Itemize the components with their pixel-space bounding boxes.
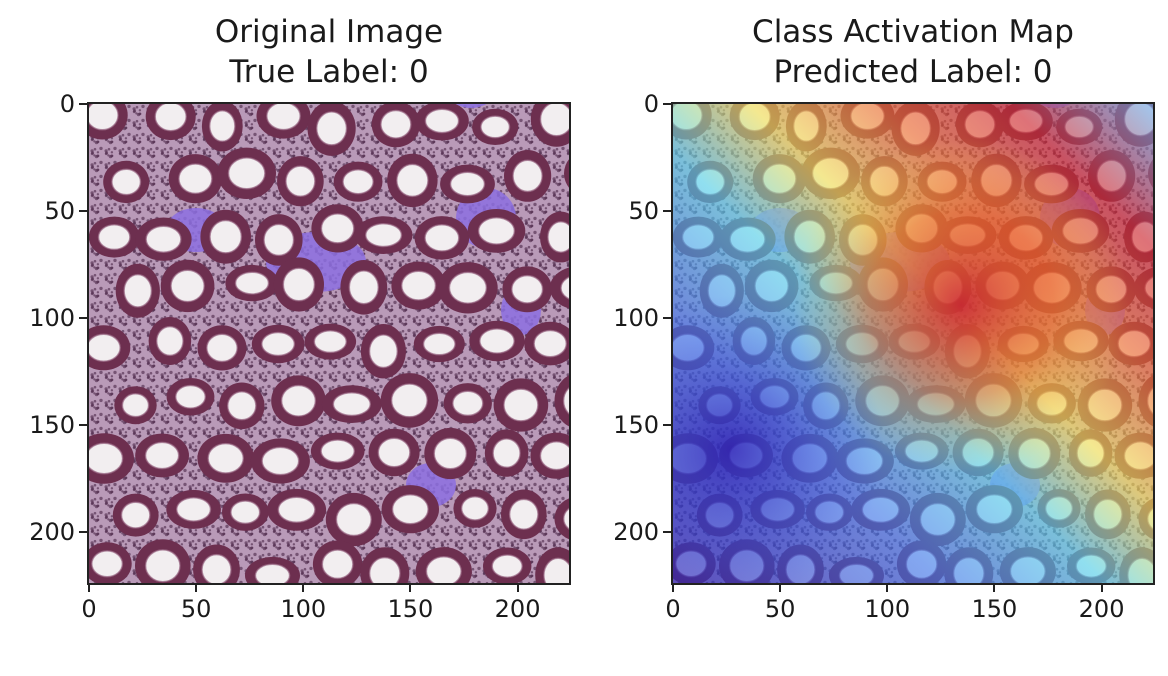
- cam-ytick-mark: [663, 530, 671, 533]
- cam-title: Class Activation Map Predicted Label: 0: [672, 12, 1154, 92]
- original-ytick-mark: [79, 530, 87, 533]
- original-histology-image: [89, 104, 569, 583]
- cam-ytick-mark: [663, 209, 671, 212]
- original-ytick-mark: [79, 423, 87, 426]
- original-xtick-mark: [302, 584, 305, 592]
- original-xtick-label: 100: [280, 595, 327, 623]
- cam-ytick-label: 50: [628, 196, 659, 225]
- original-ytick-label: 150: [29, 410, 75, 439]
- original-ytick-label: 100: [29, 303, 75, 332]
- cam-axes: [671, 102, 1155, 585]
- cam-title-line2: Predicted Label: 0: [773, 54, 1053, 90]
- cam-xtick-mark: [1100, 584, 1103, 592]
- cam-ytick-label: 150: [613, 410, 659, 439]
- original-ytick-mark: [79, 316, 87, 319]
- cam-title-line1: Class Activation Map: [752, 14, 1074, 50]
- cam-xtick-mark: [993, 584, 996, 592]
- original-title-line2: True Label: 0: [229, 54, 429, 90]
- cam-xtick-label: 200: [1078, 595, 1125, 623]
- original-image-title: Original Image True Label: 0: [88, 12, 570, 92]
- original-xtick-mark: [516, 584, 519, 592]
- original-ytick-label: 200: [29, 517, 75, 546]
- cam-xtick-label: 0: [665, 595, 681, 623]
- original-ytick-label: 50: [44, 196, 75, 225]
- cam-ytick-mark: [663, 316, 671, 319]
- cam-ytick-label: 0: [643, 90, 659, 118]
- cam-xtick-label: 50: [764, 595, 796, 623]
- original-ytick-mark: [79, 209, 87, 212]
- original-ytick-mark: [79, 103, 87, 105]
- class-activation-map-image: [673, 104, 1153, 583]
- cam-xtick-label: 100: [864, 595, 911, 623]
- original-xtick-mark: [195, 584, 198, 592]
- original-xtick-mark: [88, 584, 90, 592]
- cam-ytick-label: 100: [613, 303, 659, 332]
- cam-xtick-label: 150: [971, 595, 1018, 623]
- original-xtick-label: 150: [387, 595, 434, 623]
- original-title-line1: Original Image: [214, 14, 444, 50]
- cam-ytick-mark: [663, 423, 671, 426]
- cam-xtick-mark: [886, 584, 889, 592]
- cam-xtick-mark: [779, 584, 782, 592]
- cam-ytick-mark: [663, 103, 671, 105]
- cam-ytick-label: 200: [613, 517, 659, 546]
- original-xtick-label: 200: [494, 595, 541, 623]
- original-xtick-label: 0: [81, 595, 97, 623]
- original-image-axes: [87, 102, 571, 585]
- original-ytick-label: 0: [59, 90, 75, 118]
- original-xtick-mark: [409, 584, 412, 592]
- cam-xtick-mark: [672, 584, 674, 592]
- original-xtick-label: 50: [180, 595, 212, 623]
